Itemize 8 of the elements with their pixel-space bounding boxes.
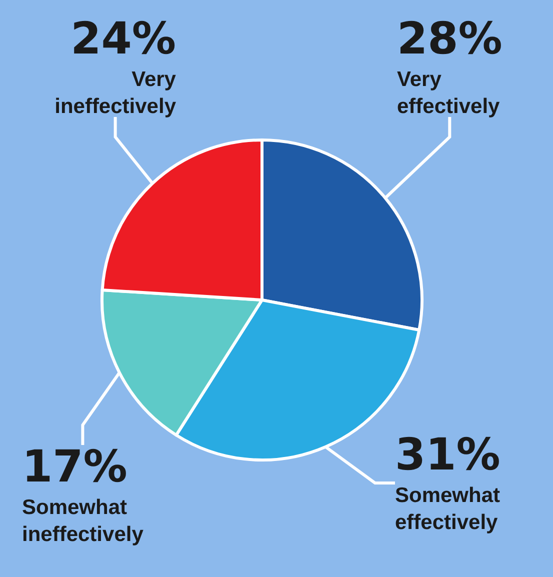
slice-label: Very ineffectively bbox=[54, 68, 176, 118]
data-label: 24% bbox=[70, 14, 176, 64]
data-label: 17% bbox=[22, 442, 128, 492]
slice-label: Somewhat effectively bbox=[395, 484, 500, 534]
slice-label: Very effectively bbox=[397, 68, 500, 118]
data-label: 28% bbox=[397, 14, 502, 64]
slice-label: Somewhat ineffectively bbox=[22, 496, 144, 546]
data-label: 31% bbox=[395, 430, 500, 480]
